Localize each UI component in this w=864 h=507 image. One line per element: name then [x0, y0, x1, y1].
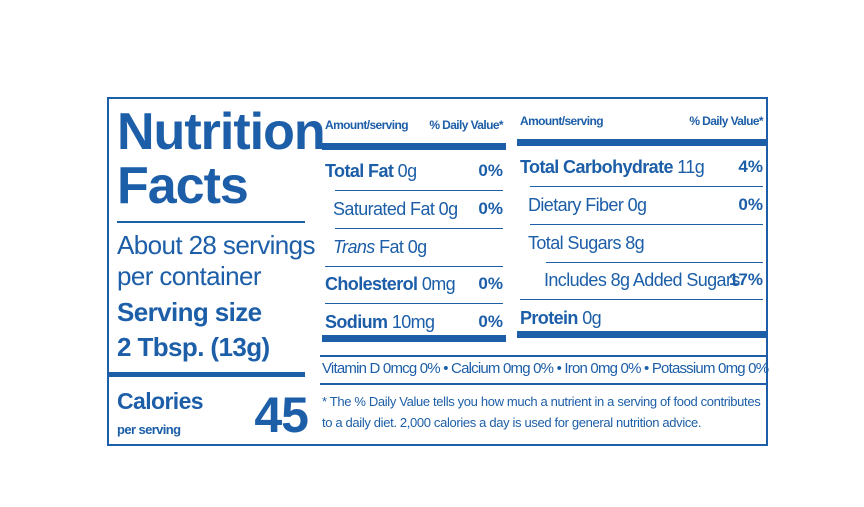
row-divider [335, 227, 503, 229]
nutrient-amount: 8g [625, 232, 645, 253]
row-divider [325, 303, 503, 305]
nutrient-name-italic: Trans [333, 236, 375, 257]
nutrient-name: Total Fat [325, 161, 394, 181]
nutrient-dv: 17% [728, 270, 763, 290]
serving-size-label: Serving size [117, 297, 262, 327]
title: Facts [117, 157, 249, 215]
nutrient-name: Protein [520, 308, 578, 329]
nutrient-dv: 0% [478, 274, 503, 294]
servings: per container [117, 261, 262, 291]
header-amount: Amount/serving [520, 114, 604, 128]
row-divider [335, 189, 503, 192]
nutrient-amount: 11g [677, 157, 705, 177]
calories-sub: per serving [117, 422, 181, 437]
header-dv: % Daily Value* [689, 114, 763, 128]
title: Nutrition [117, 103, 326, 161]
nutrient-name: Sodium [325, 312, 388, 333]
nutrient-name: Cholesterol [325, 274, 418, 295]
label-border [107, 97, 768, 446]
nutrient-name: Dietary Fiber [528, 194, 624, 215]
nutrient-dv: 0% [478, 161, 503, 180]
nutrient-name: Fat [379, 236, 404, 257]
bar [517, 331, 766, 339]
row-divider [546, 261, 763, 263]
servings: About 28 servings [117, 230, 316, 260]
nutrient-amount: 0g [627, 194, 647, 215]
header-dv: % Daily Value* [429, 118, 503, 132]
nutrient-dv: 4% [738, 157, 763, 176]
nutrient-name: Includes 8g Added Sugars [544, 270, 740, 291]
nutrient-row: Sodium 10mg [325, 311, 435, 333]
divider [320, 383, 766, 385]
nutrient-row: Cholesterol 0mg [325, 273, 456, 295]
nutrient-row: Total Sugars 8g [528, 232, 645, 254]
vitamin: Vitamin D 0mcg 0% [322, 360, 441, 377]
footnote: * The % Daily Value tells you how much a… [322, 394, 761, 430]
bar [322, 143, 506, 150]
nutrient-amount: 0g [582, 308, 602, 329]
calories-label: Calories [117, 388, 204, 414]
nutrient-amount: 0g [397, 161, 417, 181]
divider [320, 355, 766, 357]
nutrient-amount: 10mg [391, 312, 435, 333]
nutrient-row: Total Carbohydrate 11g [520, 156, 705, 178]
serving-size: 2 Tbsp. (13g) [117, 332, 270, 362]
divider [108, 372, 305, 377]
divider [117, 221, 305, 223]
bar [517, 139, 766, 146]
nutrient-name: Total Carbohydrate [520, 157, 673, 177]
nutrient-amount: 0g [438, 198, 458, 219]
row-divider [530, 223, 763, 225]
nutrient-row: Saturated Fat 0g [333, 198, 458, 220]
calories: 45 [254, 387, 309, 443]
nutrient-dv: 0% [478, 198, 503, 218]
nutrient-row: Protein 0g [520, 307, 602, 329]
header-amount: Amount/serving [325, 118, 409, 132]
vitamin: Potassium 0mg 0% [651, 360, 769, 377]
vitamin: Iron 0mg 0% [564, 360, 641, 377]
row-divider [520, 299, 763, 301]
nutrient-name: Total Sugars [528, 232, 621, 253]
nutrient-row: Trans Fat 0g [333, 236, 427, 258]
row-divider [325, 265, 503, 267]
nutrient-amount: 0mg [421, 274, 456, 295]
vitamin: Calcium 0mg 0% [451, 360, 554, 377]
nutrient-name: Saturated Fat [333, 198, 435, 219]
row-divider [530, 185, 763, 188]
nutrient-row: Total Fat 0g [325, 160, 417, 182]
nutrient-dv: 0% [478, 312, 503, 332]
nutrient-amount: 0g [407, 236, 427, 257]
vitamins: Vitamin D 0mcg 0% • Calcium 0mg 0% • Iro… [322, 360, 769, 377]
nutrient-row: Dietary Fiber 0g [528, 194, 647, 216]
nutrient-row: Includes 8g Added Sugars [544, 269, 740, 291]
bar [322, 335, 506, 343]
nutrient-dv: 0% [738, 194, 763, 214]
